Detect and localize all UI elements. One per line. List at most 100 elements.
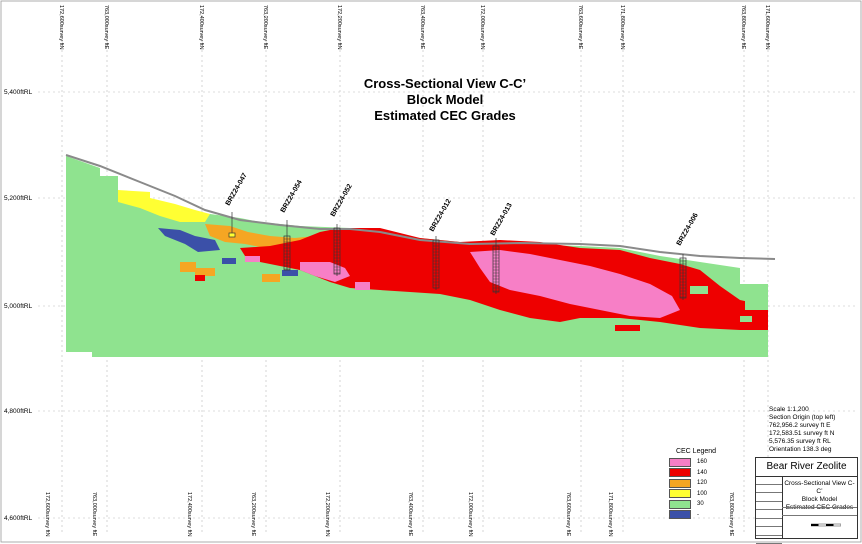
block-model-low-grade <box>690 286 708 294</box>
rl-label: 5,400ftRL <box>4 89 33 96</box>
title-line: Block Model <box>406 92 484 107</box>
rl-label: 4,600ftRL <box>4 515 33 522</box>
grid-label: 172,600survey ftN <box>58 5 64 50</box>
block-model-cec-140 <box>195 275 205 281</box>
drillhole-label: BRZ24-006 <box>676 212 700 247</box>
info-line: Orientation 138.3 deg <box>769 446 832 453</box>
block-model-cec-120 <box>195 268 215 276</box>
block-model-cec-120 <box>262 274 280 282</box>
divider <box>782 507 857 508</box>
legend-swatch <box>669 457 691 467</box>
grid-label: 172,600survey ftN <box>44 492 50 537</box>
legend-title: CEC Legend <box>675 448 717 455</box>
title-line: Cross-Sectional View C-C’ <box>363 76 527 91</box>
drillhole-label: BRZ24-013 <box>490 202 514 237</box>
drillhole-label: BRZ24-054 <box>280 179 304 214</box>
drillhole-label: BRZ24-052 <box>330 183 354 218</box>
title-block: Bear River Zeolite Cross-Sectional View … <box>755 457 858 544</box>
grid-label: 763,000survey ftE <box>103 5 109 50</box>
company-name: Bear River Zeolite <box>756 458 857 477</box>
title-block-fields <box>756 476 783 544</box>
section-info: Scale 1:1,200 Section Origin (top left) … <box>769 406 835 454</box>
block-model-cec-160 <box>355 282 370 290</box>
grid-label: 763,400survey ftE <box>419 5 425 50</box>
drillhole-label: BRZ24-012 <box>429 198 453 233</box>
grid-label: 171,800survey ftN <box>619 5 625 50</box>
rl-labels: 5,400ftRL 5,200ftRL 5,000ftRL 4,800ftRL … <box>4 89 33 522</box>
drillhole-samples <box>679 257 687 299</box>
grid-label: 172,400survey ftN <box>198 5 204 50</box>
grid-label: 171,600survey ftN <box>764 5 770 50</box>
grid-label: 172,200survey ftN <box>324 492 330 537</box>
legend-swatch <box>669 468 691 478</box>
block-model-cec-low <box>222 258 236 264</box>
legend-label: 30 <box>697 501 704 508</box>
block-model-cec-160 <box>470 250 680 318</box>
legend-item: 120 <box>663 478 729 489</box>
info-line: Section Origin (top left) <box>769 414 836 421</box>
legend-label: 160 <box>697 459 708 466</box>
block-model-cec-low <box>282 270 298 276</box>
drillhole-label: BRZ24-047 <box>225 172 249 207</box>
scale-bar <box>811 523 841 527</box>
drillhole-samples <box>492 245 500 293</box>
grid-label: 763,600survey ftE <box>577 5 583 50</box>
grid-label: 172,000survey ftN <box>467 492 473 537</box>
legend-label: - <box>697 511 699 518</box>
legend-swatch <box>669 478 691 488</box>
grid-label: 172,000survey ftN <box>479 5 485 50</box>
drillhole-sample <box>228 232 236 238</box>
block-model-cec-100 <box>118 190 210 222</box>
legend-item: 30 <box>663 499 729 510</box>
legend-swatch <box>669 499 691 509</box>
info-line: 172,583.51 survey ft N <box>769 430 835 437</box>
grid-label: 763,400survey ftE <box>407 492 413 537</box>
legend-item: - <box>663 510 729 521</box>
title-line: Estimated CEC Grades <box>374 108 516 123</box>
grid-label: 763,200survey ftE <box>262 5 268 50</box>
grid-label: 171,800survey ftN <box>607 492 613 537</box>
grid-label: 763,800survey ftE <box>740 5 746 50</box>
legend-label: 120 <box>697 480 708 487</box>
cec-legend: CEC Legend 160 140 120 100 30 - <box>663 448 729 536</box>
grid-label: 172,200survey ftN <box>336 5 342 50</box>
drillhole-samples <box>333 227 341 275</box>
drillhole-ticks <box>284 230 686 298</box>
topography-line <box>65 154 776 260</box>
legend-label: 100 <box>697 490 708 497</box>
rl-label: 5,000ftRL <box>4 303 33 310</box>
block-model-cec-low <box>158 228 220 252</box>
grid-label: 763,600survey ftE <box>565 492 571 537</box>
block-model-low-grade <box>740 316 752 322</box>
bottom-grid-labels: 172,600survey ftN 763,000survey ftE 172,… <box>44 492 734 537</box>
legend-label: 140 <box>697 469 708 476</box>
top-grid-labels: 172,600survey ftN 763,000survey ftE 172,… <box>58 5 770 50</box>
description-line: Block Model <box>801 496 838 503</box>
legend-item: 140 <box>663 468 729 479</box>
legend-swatch <box>669 489 691 499</box>
legend-item: 160 <box>663 457 729 468</box>
rl-label: 4,800ftRL <box>4 408 33 415</box>
rl-label: 5,200ftRL <box>4 195 33 202</box>
description-line: Estimated CEC Grades <box>785 504 854 511</box>
info-line: 5,576.35 survey ft RL <box>769 438 831 445</box>
description-line: Cross-Sectional View C-C’ <box>784 480 855 495</box>
divider <box>782 515 857 516</box>
grid-label: 763,200survey ftE <box>250 492 256 537</box>
grid-label: 763,000survey ftE <box>91 492 97 537</box>
block-model-cec-120 <box>180 262 196 272</box>
grid-label: 172,400survey ftN <box>186 492 192 537</box>
block-model-cec-160 <box>245 256 260 262</box>
legend-item: 100 <box>663 489 729 500</box>
grid-label: 763,800survey ftE <box>728 492 734 537</box>
block-model-low-grade <box>745 296 768 310</box>
block-model-cec-140 <box>615 325 640 331</box>
legend-swatch <box>669 510 691 520</box>
info-line: Scale 1:1,200 <box>769 406 809 413</box>
block-model <box>66 156 768 357</box>
info-line: 762,956.2 survey ft E <box>769 422 831 429</box>
figure-title: Cross-Sectional View C-C’ Block Model Es… <box>330 76 560 124</box>
drillhole-samples <box>283 235 291 271</box>
